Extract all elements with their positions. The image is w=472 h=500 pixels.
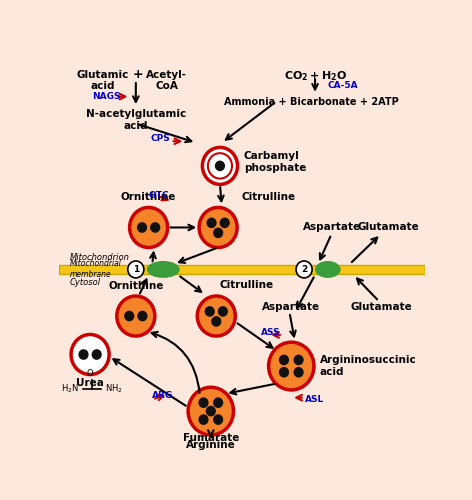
Circle shape: [138, 312, 147, 320]
Circle shape: [117, 296, 155, 336]
Text: OTC: OTC: [149, 192, 169, 200]
Circle shape: [138, 223, 146, 232]
Text: Mitochondrion: Mitochondrion: [70, 253, 130, 262]
Text: NAGS: NAGS: [92, 92, 120, 101]
Circle shape: [294, 356, 303, 364]
Text: O: O: [86, 368, 93, 378]
Circle shape: [279, 368, 288, 377]
Circle shape: [214, 228, 222, 237]
Circle shape: [197, 296, 236, 336]
Text: Urea: Urea: [76, 378, 104, 388]
Circle shape: [79, 350, 88, 359]
Circle shape: [220, 218, 229, 228]
Circle shape: [294, 368, 303, 377]
Text: Carbamyl
phosphate: Carbamyl phosphate: [244, 151, 306, 173]
Circle shape: [125, 312, 134, 320]
Text: 1: 1: [133, 265, 139, 274]
Text: Glutamic
acid: Glutamic acid: [77, 70, 129, 91]
Circle shape: [205, 307, 214, 316]
Circle shape: [199, 398, 208, 407]
Text: CA-5A: CA-5A: [328, 80, 359, 90]
Text: Ornithine: Ornithine: [121, 192, 177, 202]
Text: Argininosuccinic
acid: Argininosuccinic acid: [320, 356, 417, 377]
Text: ASL: ASL: [305, 395, 324, 404]
Text: Aspartate: Aspartate: [303, 222, 361, 232]
Text: Citrulline: Citrulline: [220, 280, 274, 290]
Text: Fumarate: Fumarate: [183, 433, 239, 443]
Circle shape: [206, 406, 215, 416]
Circle shape: [207, 218, 216, 228]
Circle shape: [269, 342, 314, 390]
Text: Aspartate: Aspartate: [262, 302, 320, 312]
Circle shape: [188, 387, 234, 435]
Ellipse shape: [315, 261, 341, 278]
Circle shape: [212, 317, 221, 326]
Text: ASS: ASS: [261, 328, 280, 337]
Text: Glutamate: Glutamate: [350, 302, 412, 312]
Text: Acetyl-
CoA: Acetyl- CoA: [146, 70, 187, 91]
Text: Ammonia + Bicarbonate + 2ATP: Ammonia + Bicarbonate + 2ATP: [224, 98, 399, 108]
Circle shape: [128, 261, 144, 278]
Circle shape: [219, 307, 228, 316]
Circle shape: [199, 415, 208, 424]
Text: $\mathbf{CO_2 + H_2O}$: $\mathbf{CO_2 + H_2O}$: [284, 70, 346, 84]
Circle shape: [279, 356, 288, 364]
Text: Mitochondrial
membrane: Mitochondrial membrane: [70, 260, 122, 280]
Text: Arginine: Arginine: [186, 440, 236, 450]
Circle shape: [214, 398, 222, 407]
Text: Cytosol: Cytosol: [70, 278, 101, 287]
Text: CPS: CPS: [151, 134, 170, 143]
Text: ARG: ARG: [152, 391, 174, 400]
Circle shape: [151, 223, 160, 232]
Circle shape: [93, 350, 101, 359]
Circle shape: [130, 208, 168, 248]
Circle shape: [199, 208, 237, 248]
Circle shape: [202, 148, 237, 184]
Circle shape: [71, 334, 109, 374]
Circle shape: [296, 261, 312, 278]
Text: 2: 2: [301, 265, 307, 274]
Circle shape: [216, 162, 224, 170]
Text: +: +: [132, 68, 143, 82]
Text: N-acetylglutamic
acid: N-acetylglutamic acid: [86, 110, 186, 131]
Ellipse shape: [147, 261, 180, 278]
Text: Ornithine: Ornithine: [108, 281, 163, 291]
Text: $\mathsf{NH_2}$: $\mathsf{NH_2}$: [105, 383, 123, 396]
Circle shape: [214, 415, 222, 424]
Text: Glutamate: Glutamate: [357, 222, 419, 232]
Text: $\mathsf{H_2N}$: $\mathsf{H_2N}$: [61, 383, 79, 396]
Bar: [59, 265, 425, 274]
Text: Citrulline: Citrulline: [242, 192, 296, 202]
